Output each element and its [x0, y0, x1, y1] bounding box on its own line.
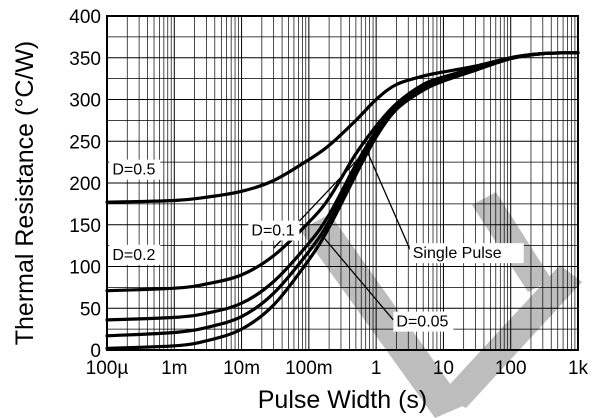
series-label-bg: [409, 243, 524, 264]
x-tick-label: 1m: [161, 358, 187, 379]
series-label-single-pulse: Single Pulse: [413, 245, 502, 262]
series-label-d-0-2: D=0.2: [112, 247, 155, 264]
x-tick-label: 1: [371, 358, 382, 379]
series-labels: D=0.5 D=0.2 D=0.1 D=0.05 Single Pulse: [109, 159, 524, 332]
series-label-d-0-5: D=0.5: [112, 162, 155, 179]
plot-frame: [106, 15, 579, 351]
series-label-bg: [109, 244, 161, 265]
y-tick-label: 300: [69, 91, 101, 112]
series-line-single-pulse: [105, 51, 580, 350]
x-tick-labels: 100µ 1m 10m 100m 1 10 100 1k: [86, 358, 589, 379]
series-label-bg: [393, 311, 454, 332]
series-leader-d-0-05: [320, 233, 394, 321]
x-tick-label: 1k: [568, 358, 589, 379]
y-tick-label: 400: [69, 7, 101, 28]
y-tick-label: 250: [69, 132, 101, 153]
x-tick-label: 10: [433, 358, 454, 379]
y-tick-label: 50: [80, 299, 101, 320]
curves: [105, 51, 580, 350]
x-axis-title: Pulse Width (s): [258, 386, 427, 414]
y-tick-label: 150: [69, 216, 101, 237]
grid: [106, 15, 578, 351]
y-tick-label: 0: [90, 341, 101, 362]
x-tick-label: 100m: [285, 358, 333, 379]
y-axis-title: Thermal Resistance (°C/W): [11, 41, 39, 346]
series-label-d-0-05: D=0.05: [396, 314, 448, 331]
series-leader-single-pulse: [367, 152, 411, 251]
series-label-d-0-1: D=0.1: [251, 223, 294, 240]
x-tick-label: 100µ: [86, 358, 129, 379]
y-tick-label: 200: [69, 174, 101, 195]
x-tick-label: 10m: [223, 358, 260, 379]
x-tick-label: 100: [495, 358, 527, 379]
y-tick-label: 350: [69, 49, 101, 70]
y-tick-label: 100: [69, 258, 101, 279]
series-label-bg: [248, 220, 300, 241]
y-tick-labels: 0 50 100 150 200 250 300 350 400: [69, 7, 101, 362]
watermark: [300, 192, 582, 418]
series-label-bg: [109, 159, 161, 180]
